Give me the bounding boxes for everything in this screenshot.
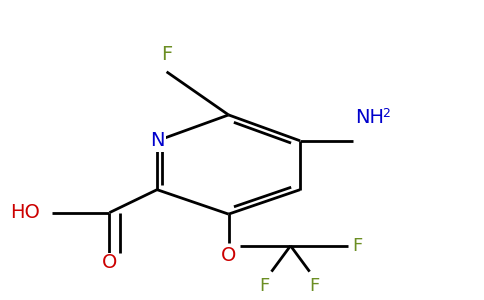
Text: NH: NH [355,108,384,127]
Text: 2: 2 [382,106,391,119]
Text: HO: HO [10,203,40,222]
Text: O: O [102,254,117,272]
Text: O: O [221,246,236,265]
Text: F: F [259,277,270,295]
Text: F: F [161,45,172,64]
Text: F: F [352,237,363,255]
Text: F: F [309,277,319,295]
Text: N: N [150,131,164,150]
